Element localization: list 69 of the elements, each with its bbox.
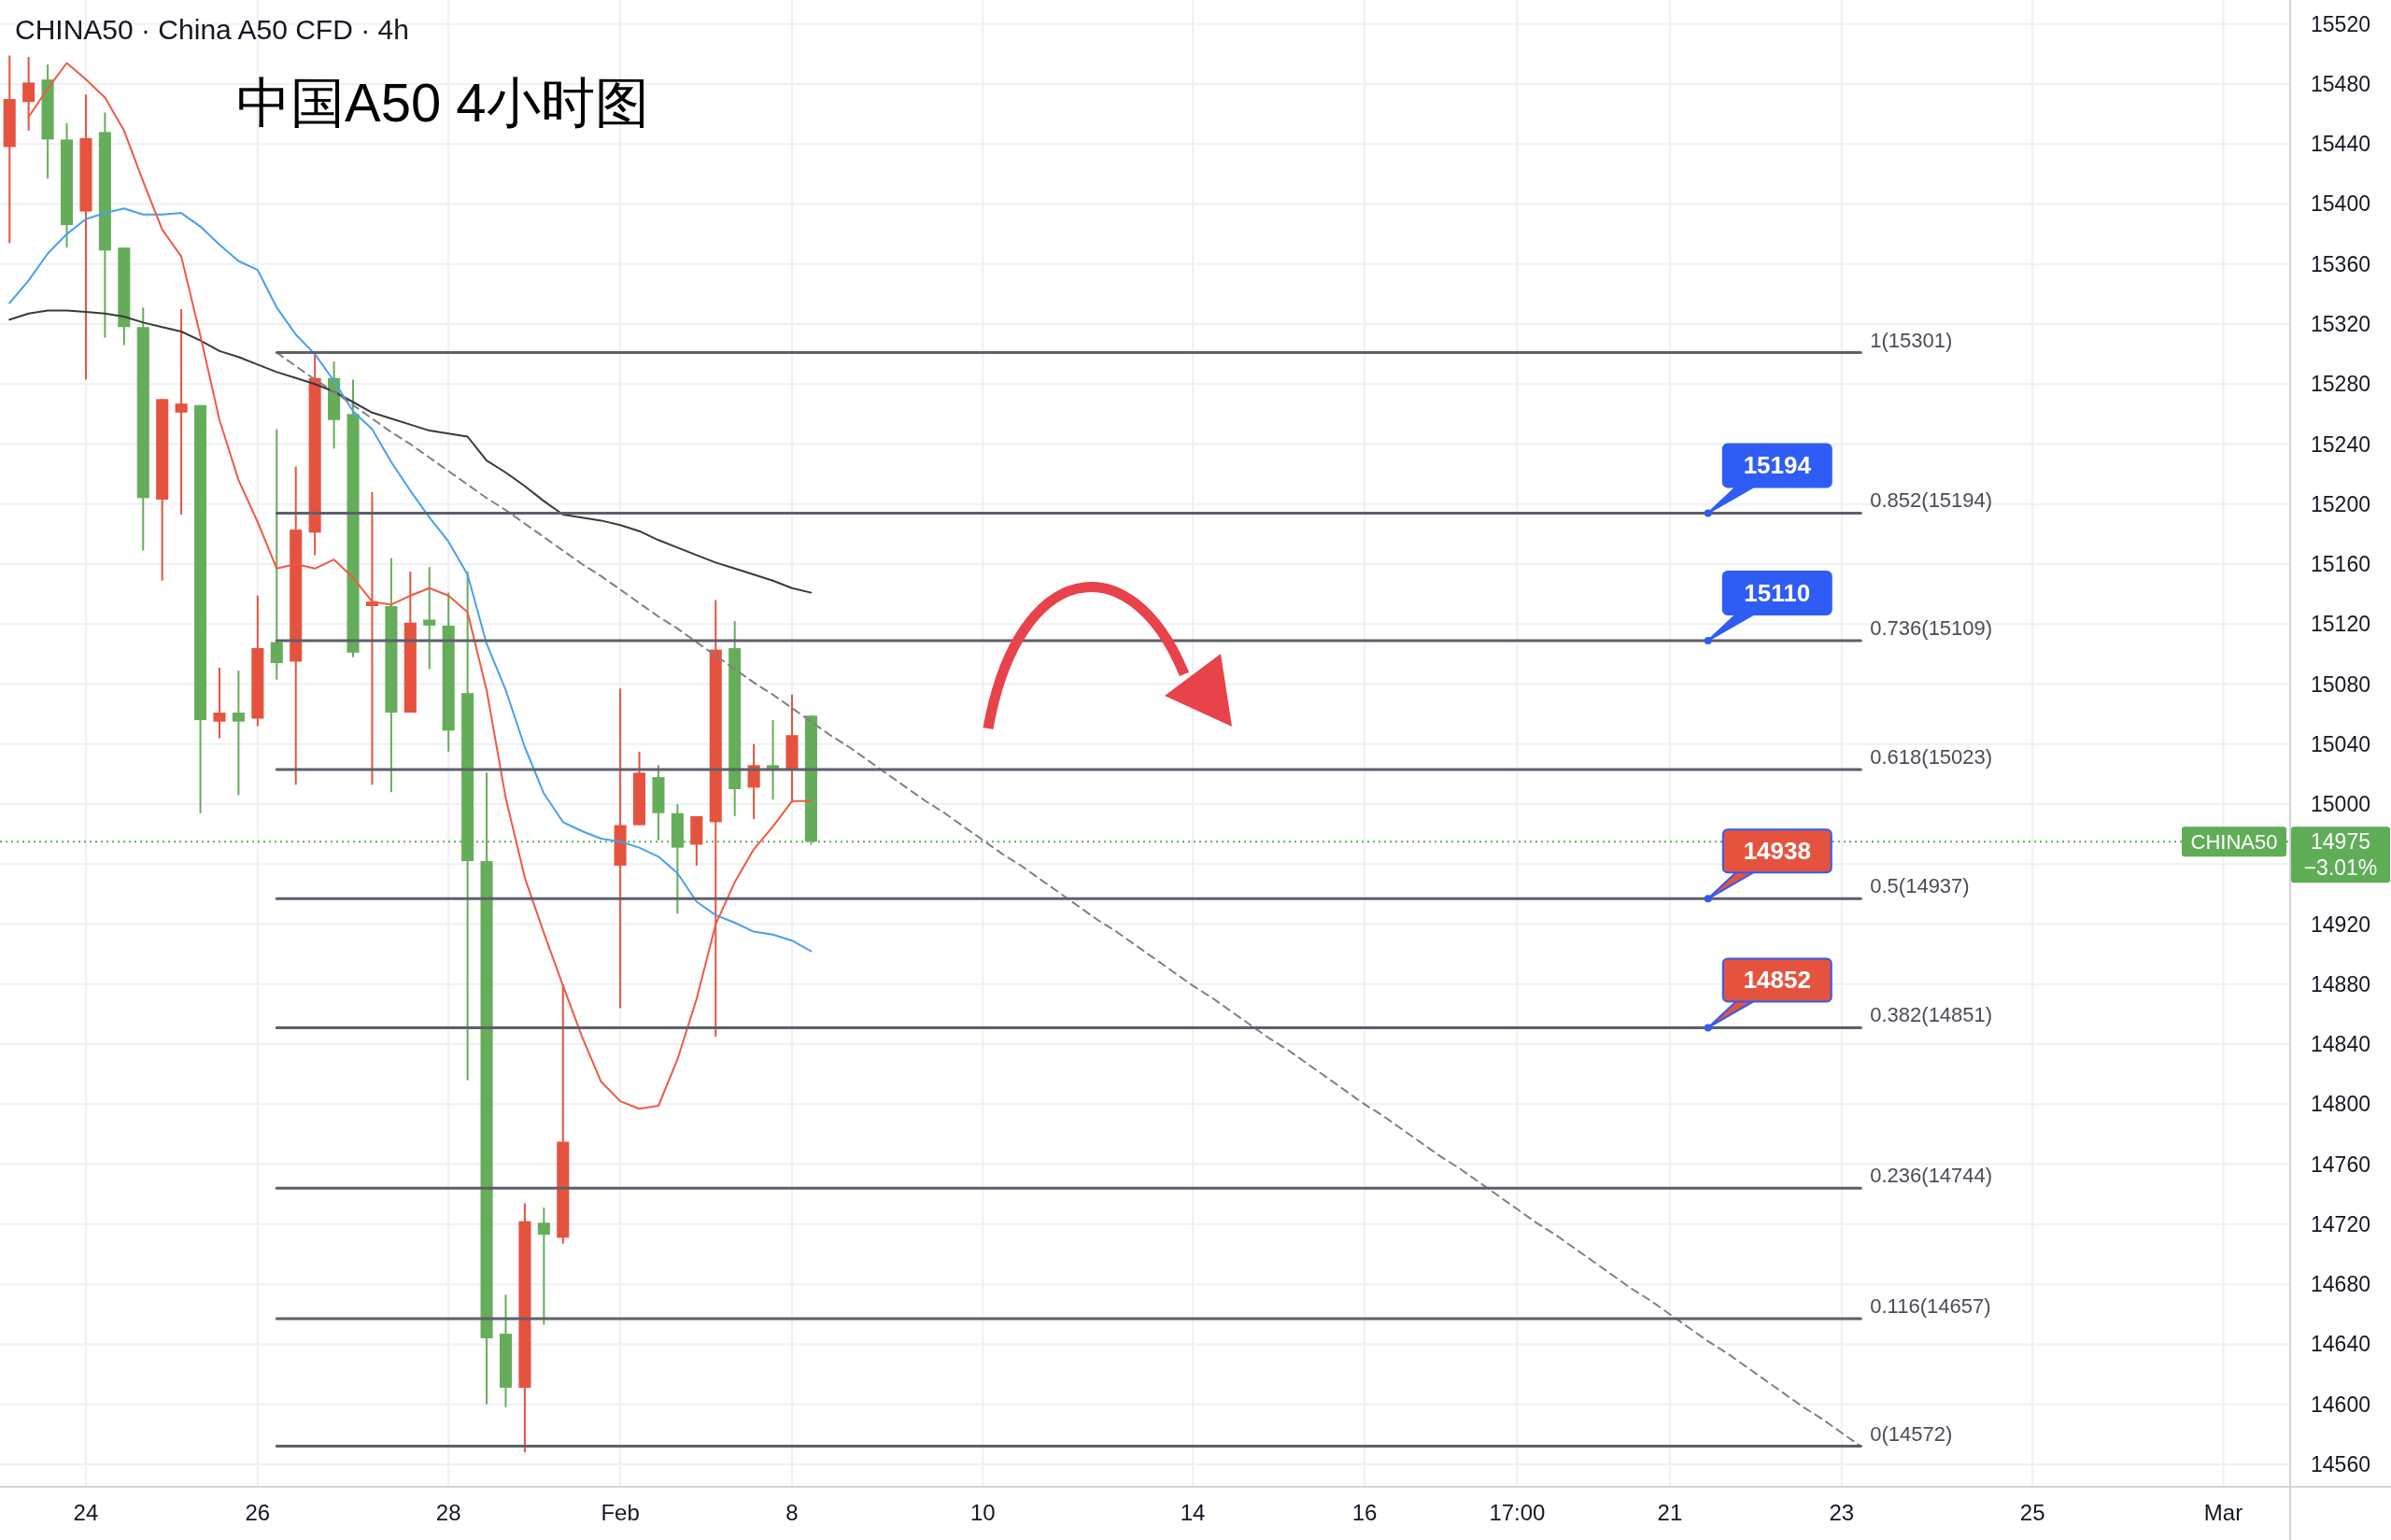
y-tick-label: 14720: [2311, 1211, 2370, 1236]
x-tick-label: 14: [1180, 1500, 1206, 1525]
y-tick-label: 15120: [2311, 612, 2370, 637]
x-tick-label: 8: [785, 1500, 799, 1525]
annotation: 14852: [1743, 966, 1811, 995]
x-tick-label: 16: [1351, 1500, 1378, 1525]
series-label: 0.618(15023): [1870, 745, 1993, 770]
candlestick: [423, 566, 436, 671]
line-series: [8, 207, 813, 953]
series-label: 0.382(14851): [1870, 1003, 1993, 1027]
annotation: 15194: [1743, 451, 1812, 480]
y-tick-label: 15480: [2311, 71, 2370, 96]
callout: 15110: [1704, 570, 1832, 644]
x-tick-label: 24: [73, 1500, 99, 1525]
text: −3.01%: [2303, 855, 2378, 881]
annotation: 15110: [1744, 578, 1811, 607]
y-tick-label: 14760: [2311, 1151, 2370, 1177]
x-tick-label: 23: [1829, 1500, 1855, 1525]
x-tick-label: 10: [969, 1500, 996, 1525]
series-label: 0.236(14744): [1870, 1164, 1993, 1188]
series-label: 0.736(15109): [1870, 615, 1993, 640]
line-series: [8, 309, 813, 594]
y-tick-label: 15040: [2311, 731, 2370, 756]
y-tick-label: 15000: [2311, 792, 2370, 817]
x-tick-label: 25: [2019, 1500, 2045, 1525]
text: 中国A50 4小时图: [236, 72, 649, 133]
ref-line-label: CHINA50: [2190, 830, 2278, 855]
candlestick: [614, 687, 627, 1010]
y-tick-label: 15320: [2311, 311, 2370, 336]
y-tick-label: 15400: [2311, 191, 2370, 217]
series-label: 1(15301): [1870, 328, 1953, 352]
x-tick-label: 28: [435, 1500, 461, 1525]
y-tick-label: 14840: [2311, 1032, 2370, 1057]
y-tick-label: 14920: [2311, 911, 2370, 937]
candlestick: [213, 666, 226, 740]
y-tick-label: 15160: [2311, 552, 2370, 577]
y-tick-label: 15080: [2311, 671, 2370, 697]
y-tick-label: 14560: [2311, 1451, 2370, 1476]
y-tick-label: 15200: [2311, 491, 2370, 516]
y-tick-label: 15360: [2311, 251, 2370, 276]
candlestick: [270, 428, 283, 681]
y-tick-label: 14600: [2311, 1392, 2370, 1417]
x-tick-label: Feb: [601, 1500, 640, 1525]
annotation: 14938: [1743, 837, 1811, 866]
line-series: [276, 351, 1862, 1448]
text: CHINA50 · China A50 CFD · 4h: [15, 14, 409, 45]
x-tick-label: Mar: [2203, 1500, 2243, 1525]
y-tick-label: 15440: [2311, 132, 2370, 157]
callout: 14852: [1704, 957, 1832, 1032]
x-tick-label: 21: [1657, 1500, 1683, 1525]
y-tick-label: 14640: [2311, 1332, 2370, 1357]
callout: 15194: [1704, 443, 1832, 517]
x-tick-label: 17:00: [1489, 1500, 1546, 1525]
callout: 14938: [1704, 828, 1832, 903]
y-tick-label: 15520: [2311, 11, 2370, 36]
x-tick-label: 26: [245, 1500, 271, 1525]
text: 14975: [2311, 829, 2370, 855]
series-label: 0.116(14657): [1870, 1294, 1991, 1319]
candlestick: [537, 1207, 550, 1326]
candlestick: [232, 670, 245, 797]
series-label: 0.5(14937): [1870, 874, 1970, 898]
y-tick-label: 14680: [2311, 1272, 2370, 1297]
series-label: 0.852(15194): [1870, 488, 1993, 513]
candlestick: [175, 307, 188, 516]
y-tick-label: 15280: [2311, 372, 2370, 397]
y-tick-label: 15240: [2311, 431, 2370, 457]
series-label: 0(14572): [1870, 1421, 1953, 1446]
y-tick-label: 14880: [2311, 971, 2370, 996]
y-tick-label: 14800: [2311, 1092, 2370, 1117]
